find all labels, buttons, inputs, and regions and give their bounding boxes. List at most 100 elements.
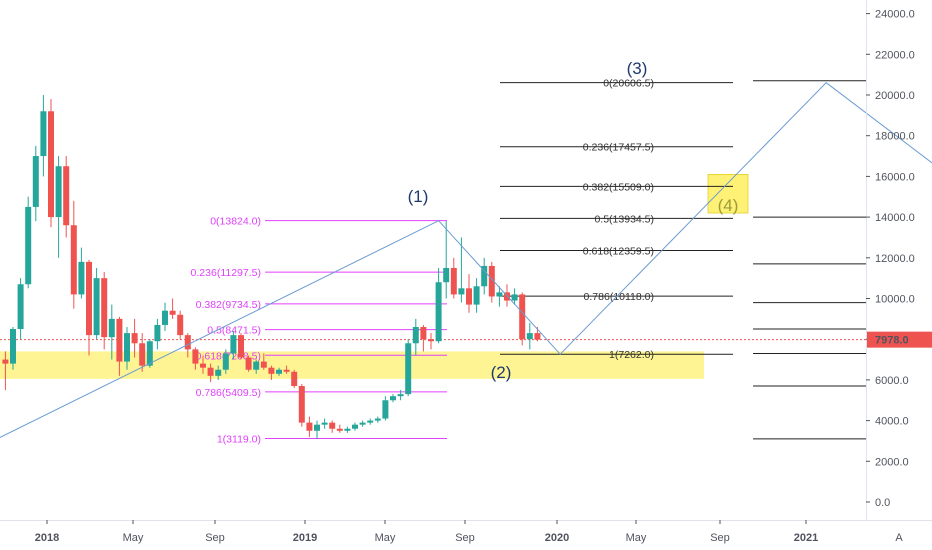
candle-10 (78, 247, 85, 299)
candle-body (481, 265, 488, 287)
candle-44 (336, 424, 343, 433)
price-tick-label-2: 20000.0 (875, 90, 915, 102)
candle-0 (2, 351, 9, 391)
candle-53 (405, 339, 412, 397)
candle-38 (291, 369, 298, 389)
candle-body (2, 359, 9, 364)
auto-scale-button-bg (888, 527, 910, 545)
candle-13 (101, 272, 108, 350)
price-tick-label-12: 0.0 (875, 497, 890, 509)
price-tick-label-4: 16000.0 (875, 171, 915, 183)
auto-scale-button-label: A (895, 532, 903, 544)
time-tick-label-8: Sep (710, 532, 730, 544)
time-tick-label-6: 2020 (545, 532, 569, 544)
candle-3 (25, 196, 32, 289)
candle-body (276, 369, 282, 374)
candle-37 (283, 365, 290, 374)
candle-57 (435, 267, 442, 344)
candle-34 (260, 353, 267, 370)
current-price-badge: 7978.0 (867, 331, 932, 348)
candle-body (511, 294, 518, 301)
candle-14 (108, 304, 115, 360)
candle-60 (458, 237, 465, 303)
fib-black-label-3: 0.5(13934.5) (594, 213, 654, 225)
projection-layer (0, 82, 932, 438)
candle-body (443, 267, 450, 283)
candle-body (154, 324, 161, 342)
candle-body (70, 225, 77, 295)
price-tick-label-0: 24000.0 (875, 9, 915, 21)
candle-35 (268, 365, 275, 380)
fibonacci-layer: 0(13824.0) 0.236(11297.5) 0.382(9734.5) 0.5… (0, 78, 866, 446)
price-tick-label-10: 4000.0 (875, 416, 909, 428)
candle-body (32, 156, 39, 207)
candle-body (116, 318, 123, 362)
time-tick-label-7: May (626, 532, 647, 544)
fib-magenta-label-6: 1(3119.0) (217, 434, 261, 446)
candle-body (108, 318, 115, 338)
candle-body (321, 422, 328, 425)
candle-body (473, 286, 480, 305)
candle-body (192, 349, 199, 364)
price-tick-label-7: 10000.0 (875, 294, 915, 306)
wave-label-3: (3) (627, 59, 648, 78)
fib-magenta-label-2: 0.382(9734.5) (196, 299, 261, 311)
candle-body (93, 278, 100, 336)
candle-4 (32, 145, 39, 222)
candle-9 (70, 200, 77, 309)
price-tick-label-5: 14000.0 (875, 212, 915, 224)
candle-body (382, 400, 389, 419)
candle-body (238, 335, 244, 358)
candle-body (329, 422, 336, 429)
candle-body (146, 341, 153, 366)
candle-54 (412, 318, 419, 356)
candle-body (488, 265, 495, 297)
candle-body (222, 353, 229, 370)
candle-body (397, 394, 404, 397)
candle-body (139, 343, 146, 366)
fib-black-label-2: 0.382(15509.0) (583, 181, 654, 193)
candle-42 (321, 418, 328, 429)
price-tick-label-9: 6000.0 (875, 375, 909, 387)
candle-6 (48, 99, 54, 228)
candle-body (169, 310, 176, 315)
auto-scale-button[interactable]: A (888, 527, 910, 545)
candle-body (162, 310, 168, 325)
candle-body (390, 396, 396, 401)
candle-25 (192, 347, 199, 370)
candle-45 (344, 426, 351, 433)
candle-39 (298, 383, 305, 427)
candle-27 (207, 363, 214, 382)
fib-magenta-label-3: 0.5(8471.5) (207, 325, 261, 337)
candle-body (101, 278, 108, 338)
candle-body (314, 424, 320, 431)
candle-30 (230, 331, 237, 360)
candle-56 (428, 333, 434, 350)
candle-body (124, 333, 130, 362)
candle-body (283, 369, 290, 372)
candle-50 (382, 396, 389, 421)
candle-21 (162, 302, 168, 332)
candle-body (291, 371, 298, 387)
candle-body (435, 282, 442, 342)
candle-body (450, 267, 457, 295)
candle-31 (238, 333, 244, 360)
candle-8 (63, 156, 70, 238)
candle-28 (215, 365, 222, 380)
current-price-badge-bg (867, 331, 932, 348)
candle-16 (124, 326, 130, 370)
candle-64 (488, 261, 495, 303)
candle-body (428, 339, 434, 342)
candle-11 (86, 259, 92, 356)
candle-33 (253, 359, 260, 374)
candle-63 (481, 257, 488, 295)
candle-body (177, 314, 184, 336)
candle-body (466, 288, 472, 305)
fib-black-label-0: 0(20606.5) (603, 78, 654, 90)
price-tick-label-3: 18000.0 (875, 131, 915, 143)
candle-body (86, 261, 92, 336)
candle-40 (306, 416, 313, 437)
candle-62 (473, 278, 480, 313)
